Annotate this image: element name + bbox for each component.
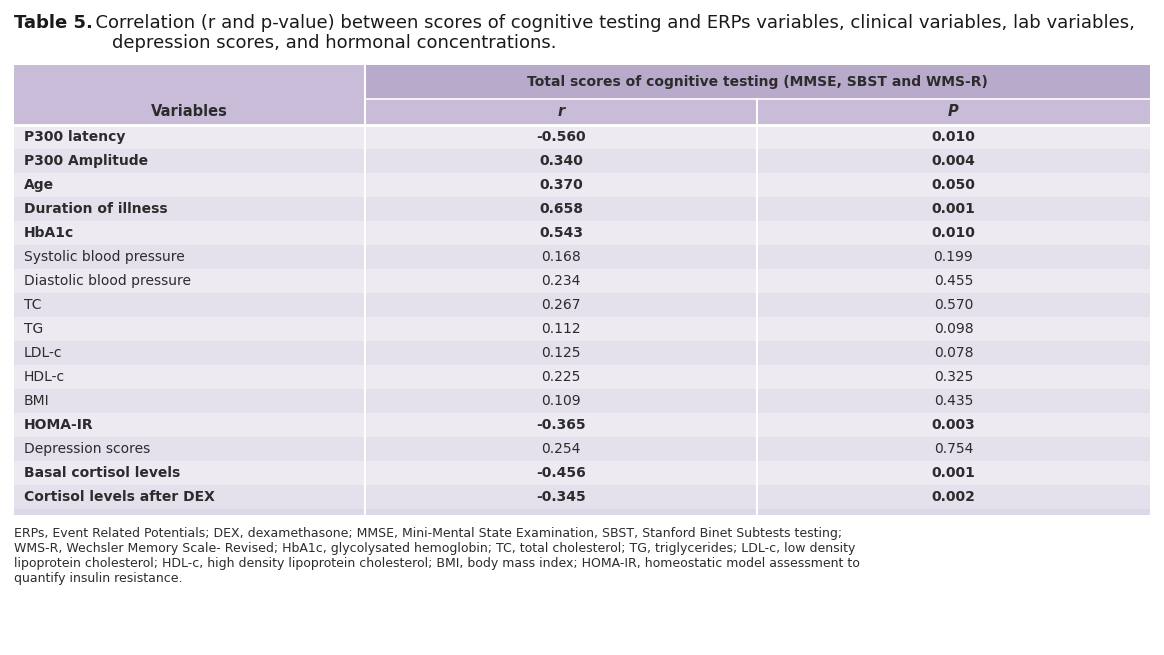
Text: 0.010: 0.010	[931, 226, 975, 240]
Text: 0.754: 0.754	[934, 442, 973, 456]
Text: P: P	[949, 105, 959, 119]
Text: 0.050: 0.050	[931, 178, 975, 192]
Bar	[14, 125, 1150, 149]
Text: P300 Amplitude: P300 Amplitude	[24, 154, 148, 168]
Text: 0.112: 0.112	[541, 322, 581, 336]
Text: ERPs, Event Related Potentials; DEX, dexamethasone; MMSE, Mini-Mental State Exam: ERPs, Event Related Potentials; DEX, dex…	[14, 527, 842, 540]
Text: BMI: BMI	[24, 394, 50, 408]
Bar	[14, 317, 1150, 341]
Bar	[14, 293, 1150, 317]
Text: Correlation (r and p-value) between scores of cognitive testing and ERPs variabl: Correlation (r and p-value) between scor…	[84, 14, 1135, 32]
Text: depression scores, and hormonal concentrations.: depression scores, and hormonal concentr…	[66, 34, 556, 52]
Text: 0.225: 0.225	[541, 370, 581, 384]
Text: 0.435: 0.435	[934, 394, 973, 408]
Text: Systolic blood pressure: Systolic blood pressure	[24, 250, 185, 264]
Text: 0.001: 0.001	[931, 466, 975, 480]
Text: TG: TG	[24, 322, 43, 336]
Bar	[14, 245, 1150, 269]
Text: 0.078: 0.078	[934, 346, 973, 360]
Text: -0.345: -0.345	[537, 490, 585, 504]
Text: 0.004: 0.004	[931, 154, 975, 168]
Bar	[14, 365, 1150, 389]
Bar	[14, 485, 1150, 509]
Text: 0.658: 0.658	[539, 202, 583, 216]
Bar	[14, 65, 365, 125]
Text: Age: Age	[24, 178, 54, 192]
Bar	[14, 461, 1150, 485]
Text: 0.267: 0.267	[541, 298, 581, 312]
Bar	[14, 197, 1150, 221]
Text: P300 latency: P300 latency	[24, 130, 126, 144]
Bar	[365, 99, 757, 125]
Text: 0.370: 0.370	[539, 178, 583, 192]
Text: Variables: Variables	[151, 105, 228, 119]
Text: lipoprotein cholesterol; HDL-c, high density lipoprotein cholesterol; BMI, body : lipoprotein cholesterol; HDL-c, high den…	[14, 557, 860, 570]
Text: -0.456: -0.456	[537, 466, 585, 480]
Text: LDL-c: LDL-c	[24, 346, 63, 360]
Text: 0.543: 0.543	[539, 226, 583, 240]
Text: Duration of illness: Duration of illness	[24, 202, 168, 216]
Bar	[14, 269, 1150, 293]
Text: TC: TC	[24, 298, 42, 312]
Text: 0.168: 0.168	[541, 250, 581, 264]
Text: -0.560: -0.560	[537, 130, 585, 144]
Text: HDL-c: HDL-c	[24, 370, 65, 384]
Text: 0.098: 0.098	[934, 322, 973, 336]
Text: 0.570: 0.570	[934, 298, 973, 312]
Text: HbA1c: HbA1c	[24, 226, 74, 240]
Text: WMS-R, Wechsler Memory Scale- Revised; HbA1c, glycolysated hemoglobin; TC, total: WMS-R, Wechsler Memory Scale- Revised; H…	[14, 542, 856, 555]
Bar	[14, 389, 1150, 413]
Text: 0.002: 0.002	[931, 490, 975, 504]
Bar	[757, 99, 1150, 125]
Text: 0.010: 0.010	[931, 130, 975, 144]
Text: 0.125: 0.125	[541, 346, 581, 360]
Text: 0.109: 0.109	[541, 394, 581, 408]
Text: quantify insulin resistance.: quantify insulin resistance.	[14, 572, 183, 585]
Text: 0.003: 0.003	[931, 418, 975, 432]
Text: 0.340: 0.340	[539, 154, 583, 168]
Text: r: r	[558, 105, 565, 119]
Text: 0.254: 0.254	[541, 442, 581, 456]
Text: Depression scores: Depression scores	[24, 442, 150, 456]
Text: Diastolic blood pressure: Diastolic blood pressure	[24, 274, 191, 288]
Text: Cortisol levels after DEX: Cortisol levels after DEX	[24, 490, 215, 504]
Bar	[14, 413, 1150, 437]
Text: 0.001: 0.001	[931, 202, 975, 216]
Bar	[14, 341, 1150, 365]
Text: 0.234: 0.234	[541, 274, 581, 288]
Bar	[14, 173, 1150, 197]
Bar	[14, 437, 1150, 461]
Bar	[14, 149, 1150, 173]
Bar	[14, 65, 1150, 515]
Text: 0.325: 0.325	[934, 370, 973, 384]
Text: Table 5.: Table 5.	[14, 14, 93, 32]
Text: Basal cortisol levels: Basal cortisol levels	[24, 466, 180, 480]
Text: 0.455: 0.455	[934, 274, 973, 288]
Text: HOMA-IR: HOMA-IR	[24, 418, 93, 432]
Text: Total scores of cognitive testing (MMSE, SBST and WMS-R): Total scores of cognitive testing (MMSE,…	[527, 75, 988, 89]
Bar	[365, 65, 1150, 99]
Text: -0.365: -0.365	[537, 418, 585, 432]
Text: 0.199: 0.199	[934, 250, 973, 264]
Bar	[14, 221, 1150, 245]
